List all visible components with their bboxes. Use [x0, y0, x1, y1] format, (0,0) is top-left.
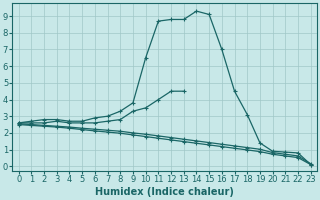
X-axis label: Humidex (Indice chaleur): Humidex (Indice chaleur) — [95, 187, 234, 197]
